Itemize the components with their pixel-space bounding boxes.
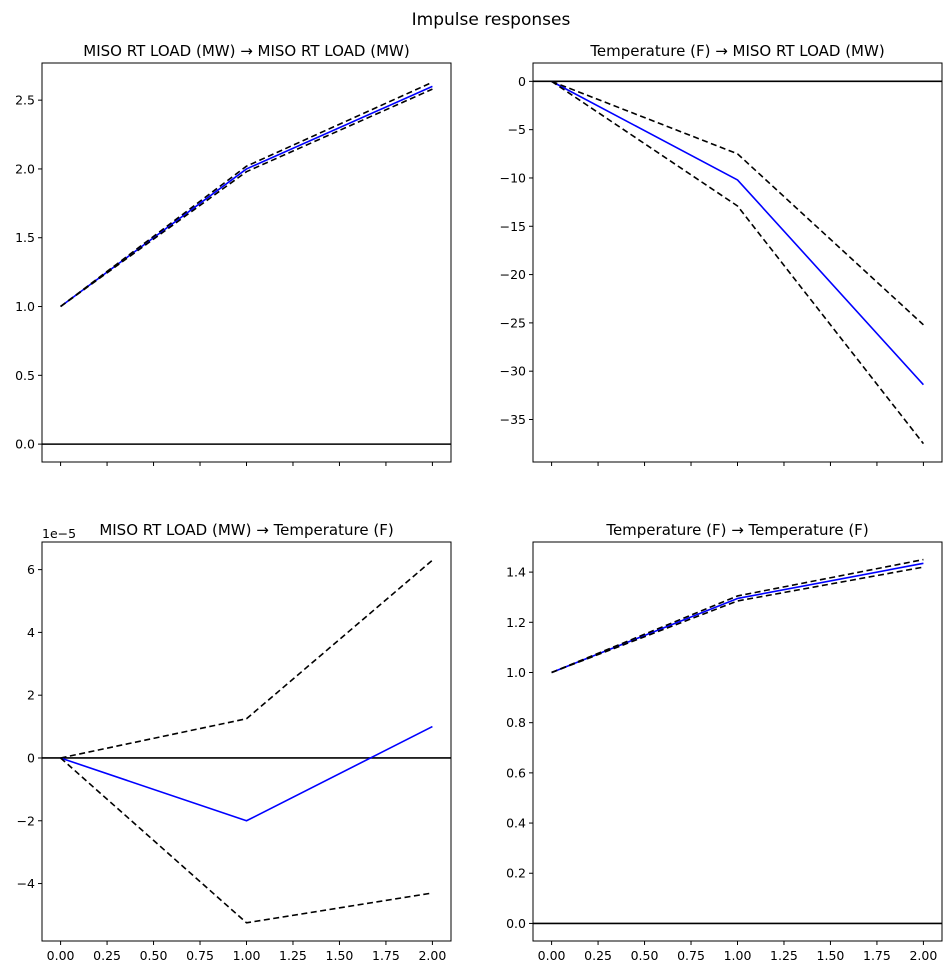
panel-temperature-to-temperature: Temperature (F) → Temperature (F) 0.0 0.2 0… — [506, 521, 943, 963]
y-tick-label: 1.2 — [506, 615, 526, 630]
series-line-response — [551, 80, 925, 386]
x-tick-label: 1.25 — [770, 948, 798, 963]
panel-title: Temperature (F) → Temperature (F) — [605, 521, 868, 539]
y-tick-label: −35 — [500, 412, 526, 427]
y-tick-label: 0 — [27, 750, 35, 765]
x-tick-label: 1.00 — [233, 948, 261, 963]
series-line-upper-band — [551, 80, 924, 326]
x-tick-label: 0.25 — [584, 948, 612, 963]
x-tick-label: 0.75 — [186, 948, 214, 963]
series-line-lower-band — [551, 80, 925, 445]
x-tick-label: 0.75 — [677, 948, 705, 963]
y-tick-label: −25 — [500, 315, 526, 330]
y-offset-label: 1e−5 — [42, 526, 76, 541]
y-tick-label: 1.4 — [506, 565, 526, 580]
axes-frame — [41, 62, 452, 463]
x-tick-label: 1.50 — [326, 948, 354, 963]
series-line-response — [60, 725, 433, 822]
y-tick-label: 2.0 — [15, 161, 35, 176]
y-tick-label: 4 — [27, 625, 35, 640]
x-tick-label: 0.25 — [93, 948, 121, 963]
axes-frame — [532, 62, 943, 463]
y-tick-label: 0.5 — [15, 368, 35, 383]
y-tick-label: 1.5 — [15, 230, 35, 245]
series-line-lower-band — [60, 88, 433, 308]
x-tick-label: 1.75 — [372, 948, 400, 963]
axes-frame — [41, 541, 452, 942]
x-tick-label: 1.75 — [863, 948, 891, 963]
y-tick-label: 0 — [518, 74, 526, 89]
y-tick-label: −5 — [508, 122, 526, 137]
x-tick-label: 0.00 — [47, 948, 75, 963]
series-line-upper-band — [551, 558, 924, 674]
series-line-response — [551, 562, 924, 674]
x-tick-label: 1.50 — [817, 948, 845, 963]
series-line-response — [60, 85, 433, 308]
y-tick-label: 2.5 — [15, 93, 35, 108]
y-tick-label: 0.8 — [506, 715, 526, 730]
series-line-lower-band — [551, 566, 924, 674]
y-tick-label: −15 — [500, 219, 526, 234]
panel-title: MISO RT LOAD (MW) → MISO RT LOAD (MW) — [83, 42, 409, 60]
x-tick-label: 2.00 — [418, 948, 446, 963]
panel-temperature-to-load: Temperature (F) → MISO RT LOAD (MW) 0 −5 −1… — [500, 42, 943, 466]
y-tick-label: −30 — [500, 364, 526, 379]
y-tick-label: 1.0 — [506, 665, 526, 680]
y-tick-label: 1.0 — [15, 299, 35, 314]
y-tick-label: 6 — [27, 562, 35, 577]
figure-title: Impulse responses — [412, 10, 571, 30]
y-tick-label: −10 — [500, 170, 526, 185]
x-tick-label: 2.00 — [909, 948, 937, 963]
panel-title: MISO RT LOAD (MW) → Temperature (F) — [99, 521, 393, 539]
series-line-upper-band — [60, 559, 433, 759]
x-tick-label: 1.00 — [724, 948, 752, 963]
x-tick-label: 0.50 — [631, 948, 659, 963]
x-tick-label: 1.25 — [279, 948, 307, 963]
y-tick-label: −20 — [500, 267, 526, 282]
axes-frame — [532, 541, 943, 942]
series-line-lower-band — [60, 757, 433, 924]
x-tick-label: 0.50 — [140, 948, 168, 963]
y-tick-label: 2 — [27, 688, 35, 703]
panel-load-to-load: MISO RT LOAD (MW) → MISO RT LOAD (MW) 0.0… — [15, 42, 452, 466]
y-tick-label: 0.0 — [15, 437, 35, 452]
y-tick-label: 0.6 — [506, 765, 526, 780]
panel-load-to-temperature: MISO RT LOAD (MW) → Temperature (F) −4 −2 0… — [17, 521, 452, 963]
y-tick-label: −4 — [17, 876, 35, 891]
y-tick-label: 0.0 — [506, 916, 526, 931]
y-tick-label: 0.4 — [506, 816, 526, 831]
y-tick-label: 0.2 — [506, 866, 526, 881]
y-tick-label: −2 — [17, 813, 35, 828]
panel-title: Temperature (F) → MISO RT LOAD (MW) — [589, 42, 884, 60]
x-tick-label: 0.00 — [538, 948, 566, 963]
series-line-upper-band — [60, 81, 433, 308]
